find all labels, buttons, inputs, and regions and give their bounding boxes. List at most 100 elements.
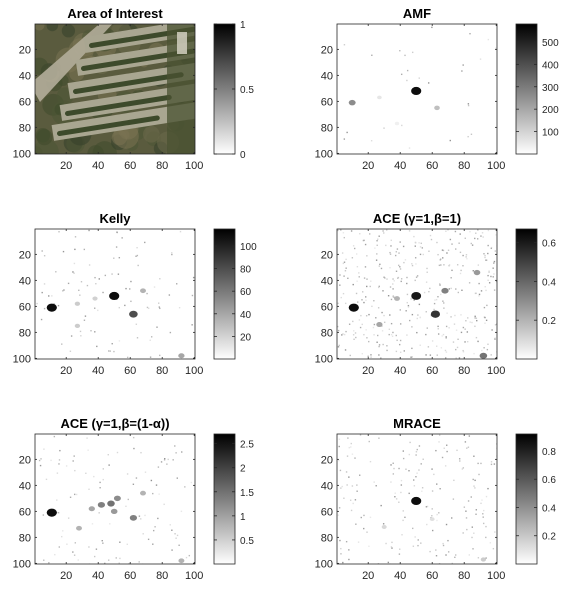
noise-pixel (436, 519, 438, 522)
noise-pixel (423, 291, 426, 294)
x-tick-label: 20 (60, 570, 72, 582)
noise-pixel (191, 294, 194, 297)
noise-pixel (337, 514, 340, 516)
noise-pixel (420, 242, 422, 244)
noise-pixel (111, 342, 113, 345)
noise-pixel (368, 340, 370, 343)
noise-pixel (474, 479, 476, 482)
noise-pixel (356, 265, 359, 268)
noise-pixel (388, 333, 390, 336)
noise-pixel (368, 233, 371, 235)
noise-pixel (366, 255, 368, 257)
noise-pixel (395, 270, 398, 272)
noise-pixel (126, 356, 129, 359)
noise-pixel (493, 273, 495, 275)
x-tick-label: 60 (124, 570, 136, 582)
noise-pixel (171, 549, 173, 551)
colorbar-tick-label: 0.5 (240, 85, 254, 96)
detection-blob-3 (107, 500, 115, 507)
y-tick-label: 40 (321, 480, 333, 492)
noise-pixel (448, 288, 450, 290)
photo-tree-strip (64, 94, 172, 116)
noise-pixel (373, 481, 375, 483)
noise-pixel (381, 325, 383, 327)
y-tick-label: 20 (321, 44, 333, 56)
noise-pixel (471, 244, 474, 246)
noise-pixel (406, 276, 408, 279)
noise-pixel (489, 542, 492, 544)
noise-pixel (487, 252, 489, 255)
noise-pixel (474, 315, 476, 318)
y-tick-label: 80 (321, 122, 333, 134)
y-tick-label: 20 (321, 454, 333, 466)
noise-pixel (443, 447, 445, 449)
noise-pixel (416, 317, 418, 320)
noise-pixel (339, 469, 342, 472)
noise-pixel (389, 266, 391, 269)
noise-pixel (159, 278, 161, 280)
photo-texture (92, 141, 117, 154)
noise-pixel (406, 301, 408, 304)
noise-pixel (407, 306, 410, 308)
noise-pixel (399, 323, 402, 325)
noise-pixel (337, 325, 339, 328)
noise-pixel (495, 280, 497, 283)
noise-pixel (401, 124, 403, 127)
noise-pixel (344, 302, 347, 305)
noise-pixel (146, 306, 149, 309)
noise-pixel (400, 491, 402, 494)
noise-pixel (460, 269, 462, 272)
noise-pixel (45, 478, 48, 481)
noise-pixel (352, 502, 354, 505)
noise-pixel (379, 263, 381, 266)
noise-pixel (359, 434, 362, 436)
noise-pixel (78, 289, 80, 292)
noise-pixel (471, 321, 473, 324)
noise-pixel (466, 340, 469, 343)
noise-pixel (466, 331, 469, 333)
noise-pixel (401, 534, 403, 536)
noise-pixel (95, 283, 97, 285)
noise-pixel (349, 354, 351, 357)
noise-pixel (408, 319, 411, 322)
subplot-6: MRACE 20 40 60 80 100 20 40 60 80 100 0.2 0.4 0.6 0.8 (315, 416, 557, 582)
noise-pixel (86, 437, 88, 439)
noise-pixel (53, 303, 55, 305)
noise-pixel (385, 244, 387, 247)
y-tick-label: 100 (13, 353, 31, 365)
noise-pixel (442, 542, 444, 545)
noise-pixel (43, 255, 46, 257)
noise-pixel (368, 313, 370, 316)
noise-pixel (426, 271, 428, 273)
noise-pixel (422, 458, 424, 460)
noise-pixel (53, 435, 56, 438)
noise-pixel (464, 441, 467, 443)
colorbar-tick-label: 0.6 (542, 239, 556, 250)
noise-pixel (450, 316, 452, 318)
noise-pixel (470, 242, 472, 245)
noise-pixel (366, 278, 368, 280)
noise-pixel (99, 481, 101, 484)
noise-pixel (371, 54, 373, 56)
noise-pixel (420, 542, 422, 544)
noise-pixel (168, 294, 171, 296)
noise-pixel (433, 473, 435, 476)
colorbar-tick-label: 2.5 (240, 440, 254, 451)
noise-pixel (108, 350, 110, 352)
noise-pixel (369, 285, 371, 288)
noise-pixel (66, 543, 68, 545)
noise-pixel (188, 554, 191, 557)
noise-pixel (98, 512, 100, 514)
noise-pixel (476, 238, 479, 240)
noise-pixel (80, 335, 82, 337)
y-tick-label: 80 (19, 532, 31, 544)
noise-pixel (458, 357, 461, 359)
y-tick-label: 60 (321, 96, 333, 108)
noise-pixel (485, 557, 487, 559)
detection-blob-2 (109, 291, 120, 301)
plot-area (35, 434, 195, 564)
noise-pixel (119, 557, 121, 560)
noise-pixel (377, 238, 379, 240)
noise-pixel (175, 537, 177, 539)
noise-pixel (390, 464, 392, 466)
